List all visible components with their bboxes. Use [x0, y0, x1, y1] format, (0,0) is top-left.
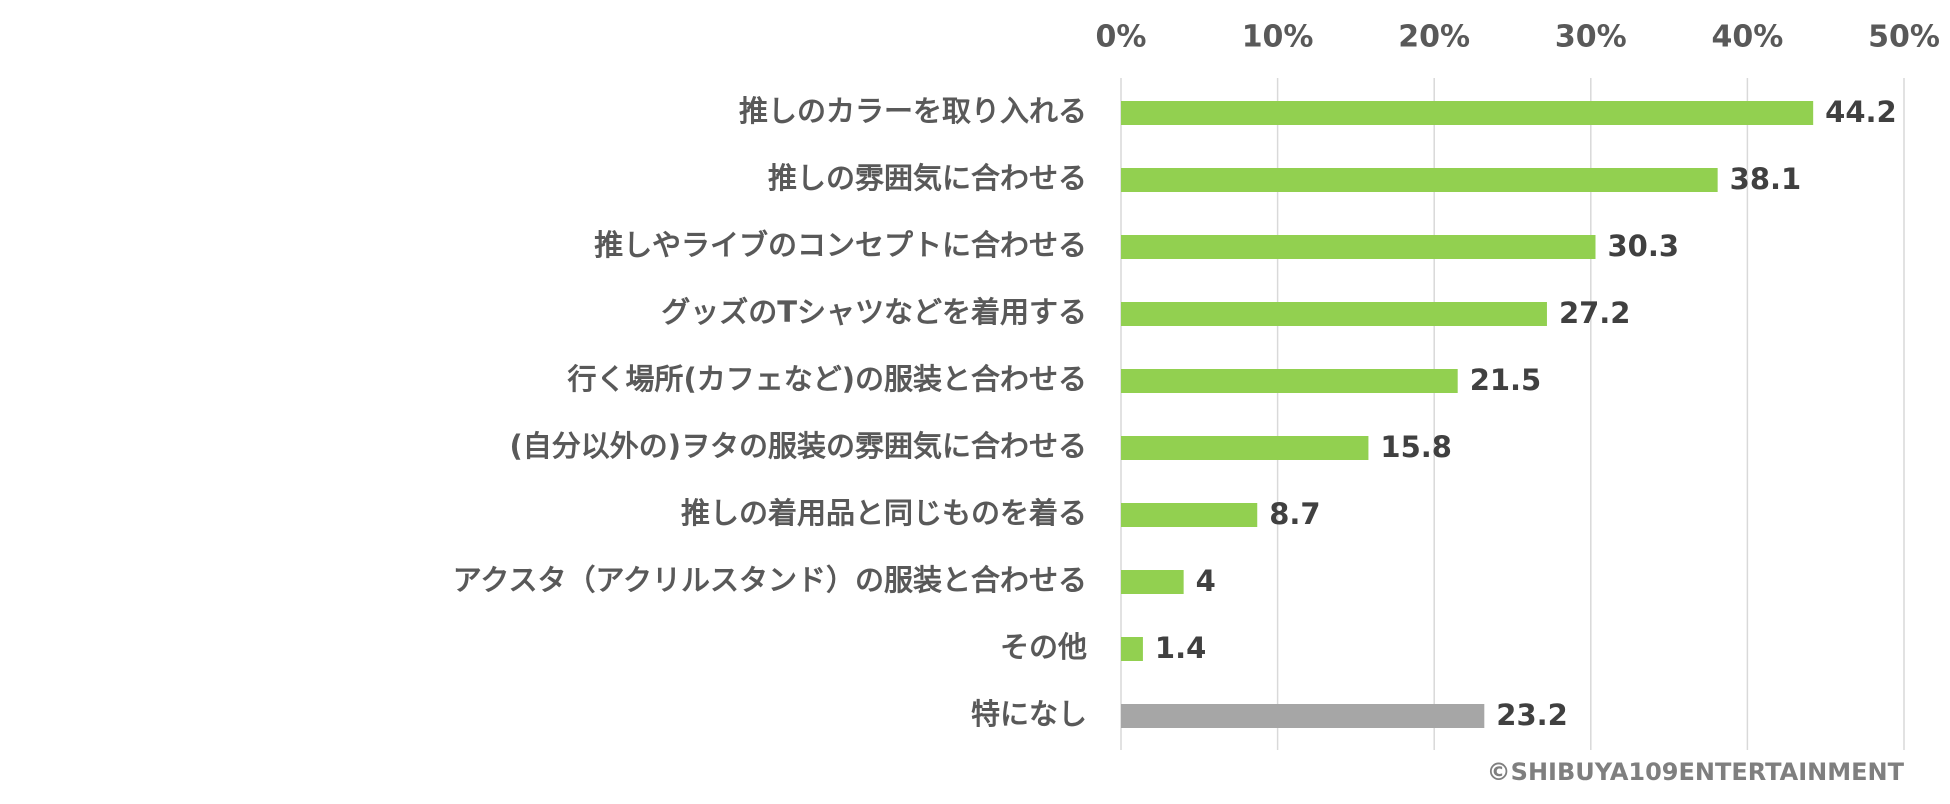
- bars: [1121, 101, 1814, 728]
- value-label: 27.2: [1559, 296, 1631, 330]
- category-label: その他: [1000, 630, 1087, 664]
- bar: [1121, 302, 1547, 326]
- bar: [1121, 235, 1596, 259]
- value-label: 1.4: [1155, 631, 1206, 665]
- bar: [1121, 637, 1143, 661]
- category-label: 行く場所(カフェなど)の服装と合わせる: [566, 362, 1087, 396]
- category-label: 推しの雰囲気に合わせる: [768, 161, 1087, 195]
- value-label: 23.2: [1496, 698, 1568, 732]
- x-tick-label: 0%: [1096, 20, 1147, 55]
- x-tick-label: 30%: [1555, 20, 1627, 55]
- bar: [1121, 369, 1458, 393]
- x-tick-label: 50%: [1868, 20, 1940, 55]
- category-label: 推しの着用品と同じものを着る: [681, 496, 1087, 530]
- bar: [1121, 168, 1718, 192]
- category-labels: 推しのカラーを取り入れる推しの雰囲気に合わせる推しやライブのコンセプトに合わせる…: [453, 94, 1087, 731]
- copyright-text: ©SHIBUYA109ENTERTAINMENT: [1487, 758, 1905, 786]
- value-labels: 44.2 38.1 30.3 27.2 21.5 15.8 8.7 4 1.4 23.2: [1155, 95, 1897, 732]
- value-label: 21.5: [1470, 363, 1542, 397]
- bar: [1121, 101, 1814, 125]
- x-axis-ticks: 0% 10% 20% 30% 40% 50%: [1096, 20, 1940, 55]
- value-label: 30.3: [1607, 229, 1679, 263]
- category-label: アクスタ（アクリルスタンド）の服装と合わせる: [453, 563, 1087, 597]
- bar: [1121, 436, 1369, 460]
- value-label: 8.7: [1269, 497, 1320, 531]
- category-label: (自分以外の)ヲタの服装の雰囲気に合わせる: [509, 429, 1087, 463]
- value-label: 15.8: [1380, 430, 1452, 464]
- x-tick-label: 20%: [1398, 20, 1470, 55]
- x-tick-label: 10%: [1242, 20, 1314, 55]
- category-label: 推しやライブのコンセプトに合わせる: [594, 228, 1087, 262]
- bar: [1121, 503, 1258, 527]
- category-label: グッズのTシャツなどを着用する: [661, 295, 1087, 329]
- x-tick-label: 40%: [1711, 20, 1783, 55]
- value-label: 38.1: [1730, 162, 1802, 196]
- bar: [1121, 570, 1184, 594]
- value-label: 44.2: [1825, 95, 1897, 129]
- value-label: 4: [1196, 564, 1216, 598]
- bar: [1121, 704, 1485, 728]
- category-label: 特になし: [971, 697, 1087, 731]
- category-label: 推しのカラーを取り入れる: [739, 94, 1087, 128]
